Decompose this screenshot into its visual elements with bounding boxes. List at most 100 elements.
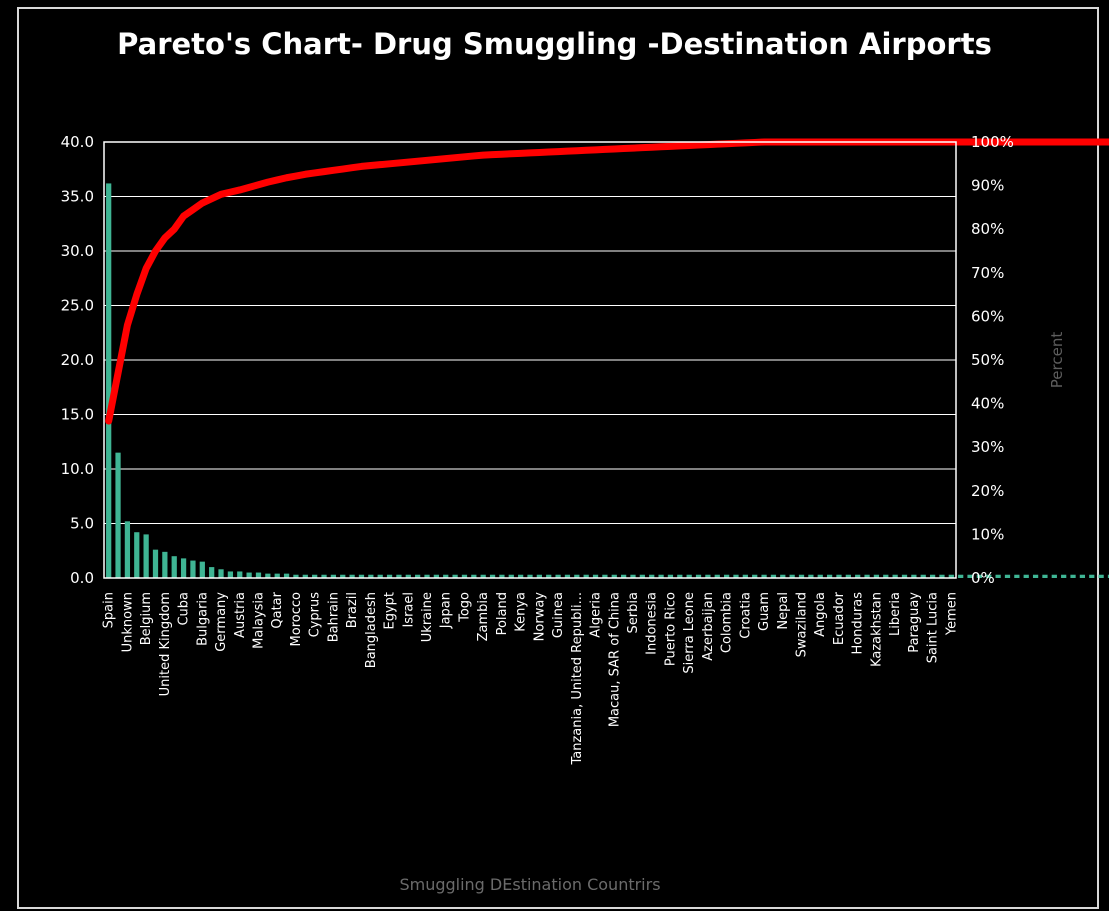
x-tick-label: Cuba xyxy=(177,592,192,626)
y-tick-label: 10.0 xyxy=(61,460,94,478)
bar xyxy=(939,574,945,578)
bar xyxy=(583,574,589,578)
bar xyxy=(471,574,477,578)
bar xyxy=(424,574,430,578)
chart-frame xyxy=(17,7,1099,909)
bar xyxy=(349,574,355,578)
bar xyxy=(1079,574,1086,578)
bar xyxy=(1070,574,1076,578)
bar xyxy=(686,574,692,578)
x-tick-label: Ecuador xyxy=(832,591,847,645)
bar xyxy=(1098,574,1104,578)
bar xyxy=(536,574,542,578)
y2-tick-label: 10% xyxy=(971,525,1004,543)
bar xyxy=(246,572,252,578)
bar xyxy=(274,573,280,578)
bar xyxy=(443,574,449,578)
y-tick-label: 30.0 xyxy=(61,242,94,260)
bar xyxy=(330,574,337,578)
bar xyxy=(190,560,196,578)
bar xyxy=(714,574,720,578)
x-tick-label: Poland xyxy=(495,592,510,635)
bar xyxy=(883,574,889,578)
y-tick-label: 20.0 xyxy=(61,351,94,369)
x-tick-label: Kenya xyxy=(514,592,529,632)
bar xyxy=(723,574,730,578)
x-tick-label: Brazil xyxy=(345,592,360,628)
bar xyxy=(358,574,365,578)
bar xyxy=(106,183,112,579)
bar xyxy=(592,574,599,578)
bar xyxy=(321,574,327,578)
bar xyxy=(480,574,486,578)
bar xyxy=(293,574,299,578)
x-tick-label: Egypt xyxy=(383,592,398,630)
bar xyxy=(171,556,177,578)
bar xyxy=(630,574,636,578)
bar xyxy=(574,574,580,578)
bar xyxy=(639,574,645,578)
x-tick-label: Israel xyxy=(401,592,416,628)
bar xyxy=(1014,574,1020,578)
x-tick-label: Liberia xyxy=(888,592,903,636)
x-tick-label: Guinea xyxy=(551,592,566,638)
bar xyxy=(808,574,814,578)
x-tick-label: Bulgaria xyxy=(195,592,210,646)
bar xyxy=(1061,574,1067,578)
bar xyxy=(555,574,561,578)
y2-tick-label: 100% xyxy=(971,133,1014,151)
cumulative-line xyxy=(105,138,1109,425)
y2-tick-label: 20% xyxy=(971,482,1004,500)
bar xyxy=(677,574,683,578)
bar xyxy=(265,573,271,578)
x-tick-label: Tanzania, United Republi... xyxy=(570,592,585,766)
bar xyxy=(752,574,758,578)
x-tick-label: Japan xyxy=(439,592,454,629)
bar xyxy=(452,574,458,578)
y-tick-label: 15.0 xyxy=(61,406,94,424)
bar xyxy=(967,574,973,578)
bar xyxy=(340,574,346,578)
bar xyxy=(911,574,917,578)
bar xyxy=(255,572,262,578)
bar xyxy=(948,574,954,578)
bar xyxy=(761,574,767,578)
x-tick-label: Indonesia xyxy=(645,592,660,655)
bar-series xyxy=(106,183,1109,579)
x-axis-label: Smuggling DEstination Countrirs xyxy=(399,875,661,894)
bar xyxy=(621,574,627,578)
bar xyxy=(124,521,131,578)
x-tick-label: Kazakhstan xyxy=(869,592,884,667)
bar xyxy=(1032,574,1039,578)
x-tick-label: Puerto Rico xyxy=(663,592,678,666)
bar xyxy=(152,549,159,578)
bar xyxy=(283,573,290,578)
bar xyxy=(845,574,851,578)
bar xyxy=(209,567,215,578)
bar xyxy=(649,574,655,578)
x-tick-label: Morocco xyxy=(289,592,304,646)
bar xyxy=(415,574,421,578)
x-tick-label: Zambia xyxy=(476,592,491,641)
bar xyxy=(901,574,908,578)
bar xyxy=(695,574,702,578)
chart-title: Pareto's Chart- Drug Smuggling -Destinat… xyxy=(117,27,992,61)
bar xyxy=(1107,574,1109,578)
bar xyxy=(742,574,748,578)
x-tick-label: Ukraine xyxy=(420,592,435,642)
y2-tick-label: 70% xyxy=(971,264,1004,282)
bar xyxy=(873,574,880,578)
bar xyxy=(864,574,870,578)
bar xyxy=(405,574,411,578)
bar xyxy=(995,574,1001,578)
x-tick-label: Serbia xyxy=(626,592,641,633)
bar xyxy=(602,574,608,578)
y2-tick-label: 80% xyxy=(971,220,1004,238)
y-tick-label: 25.0 xyxy=(61,297,94,315)
bar xyxy=(958,574,964,578)
x-tick-label: Bangladesh xyxy=(364,592,379,668)
bar xyxy=(564,574,571,578)
bar xyxy=(396,574,402,578)
bar xyxy=(433,574,439,578)
